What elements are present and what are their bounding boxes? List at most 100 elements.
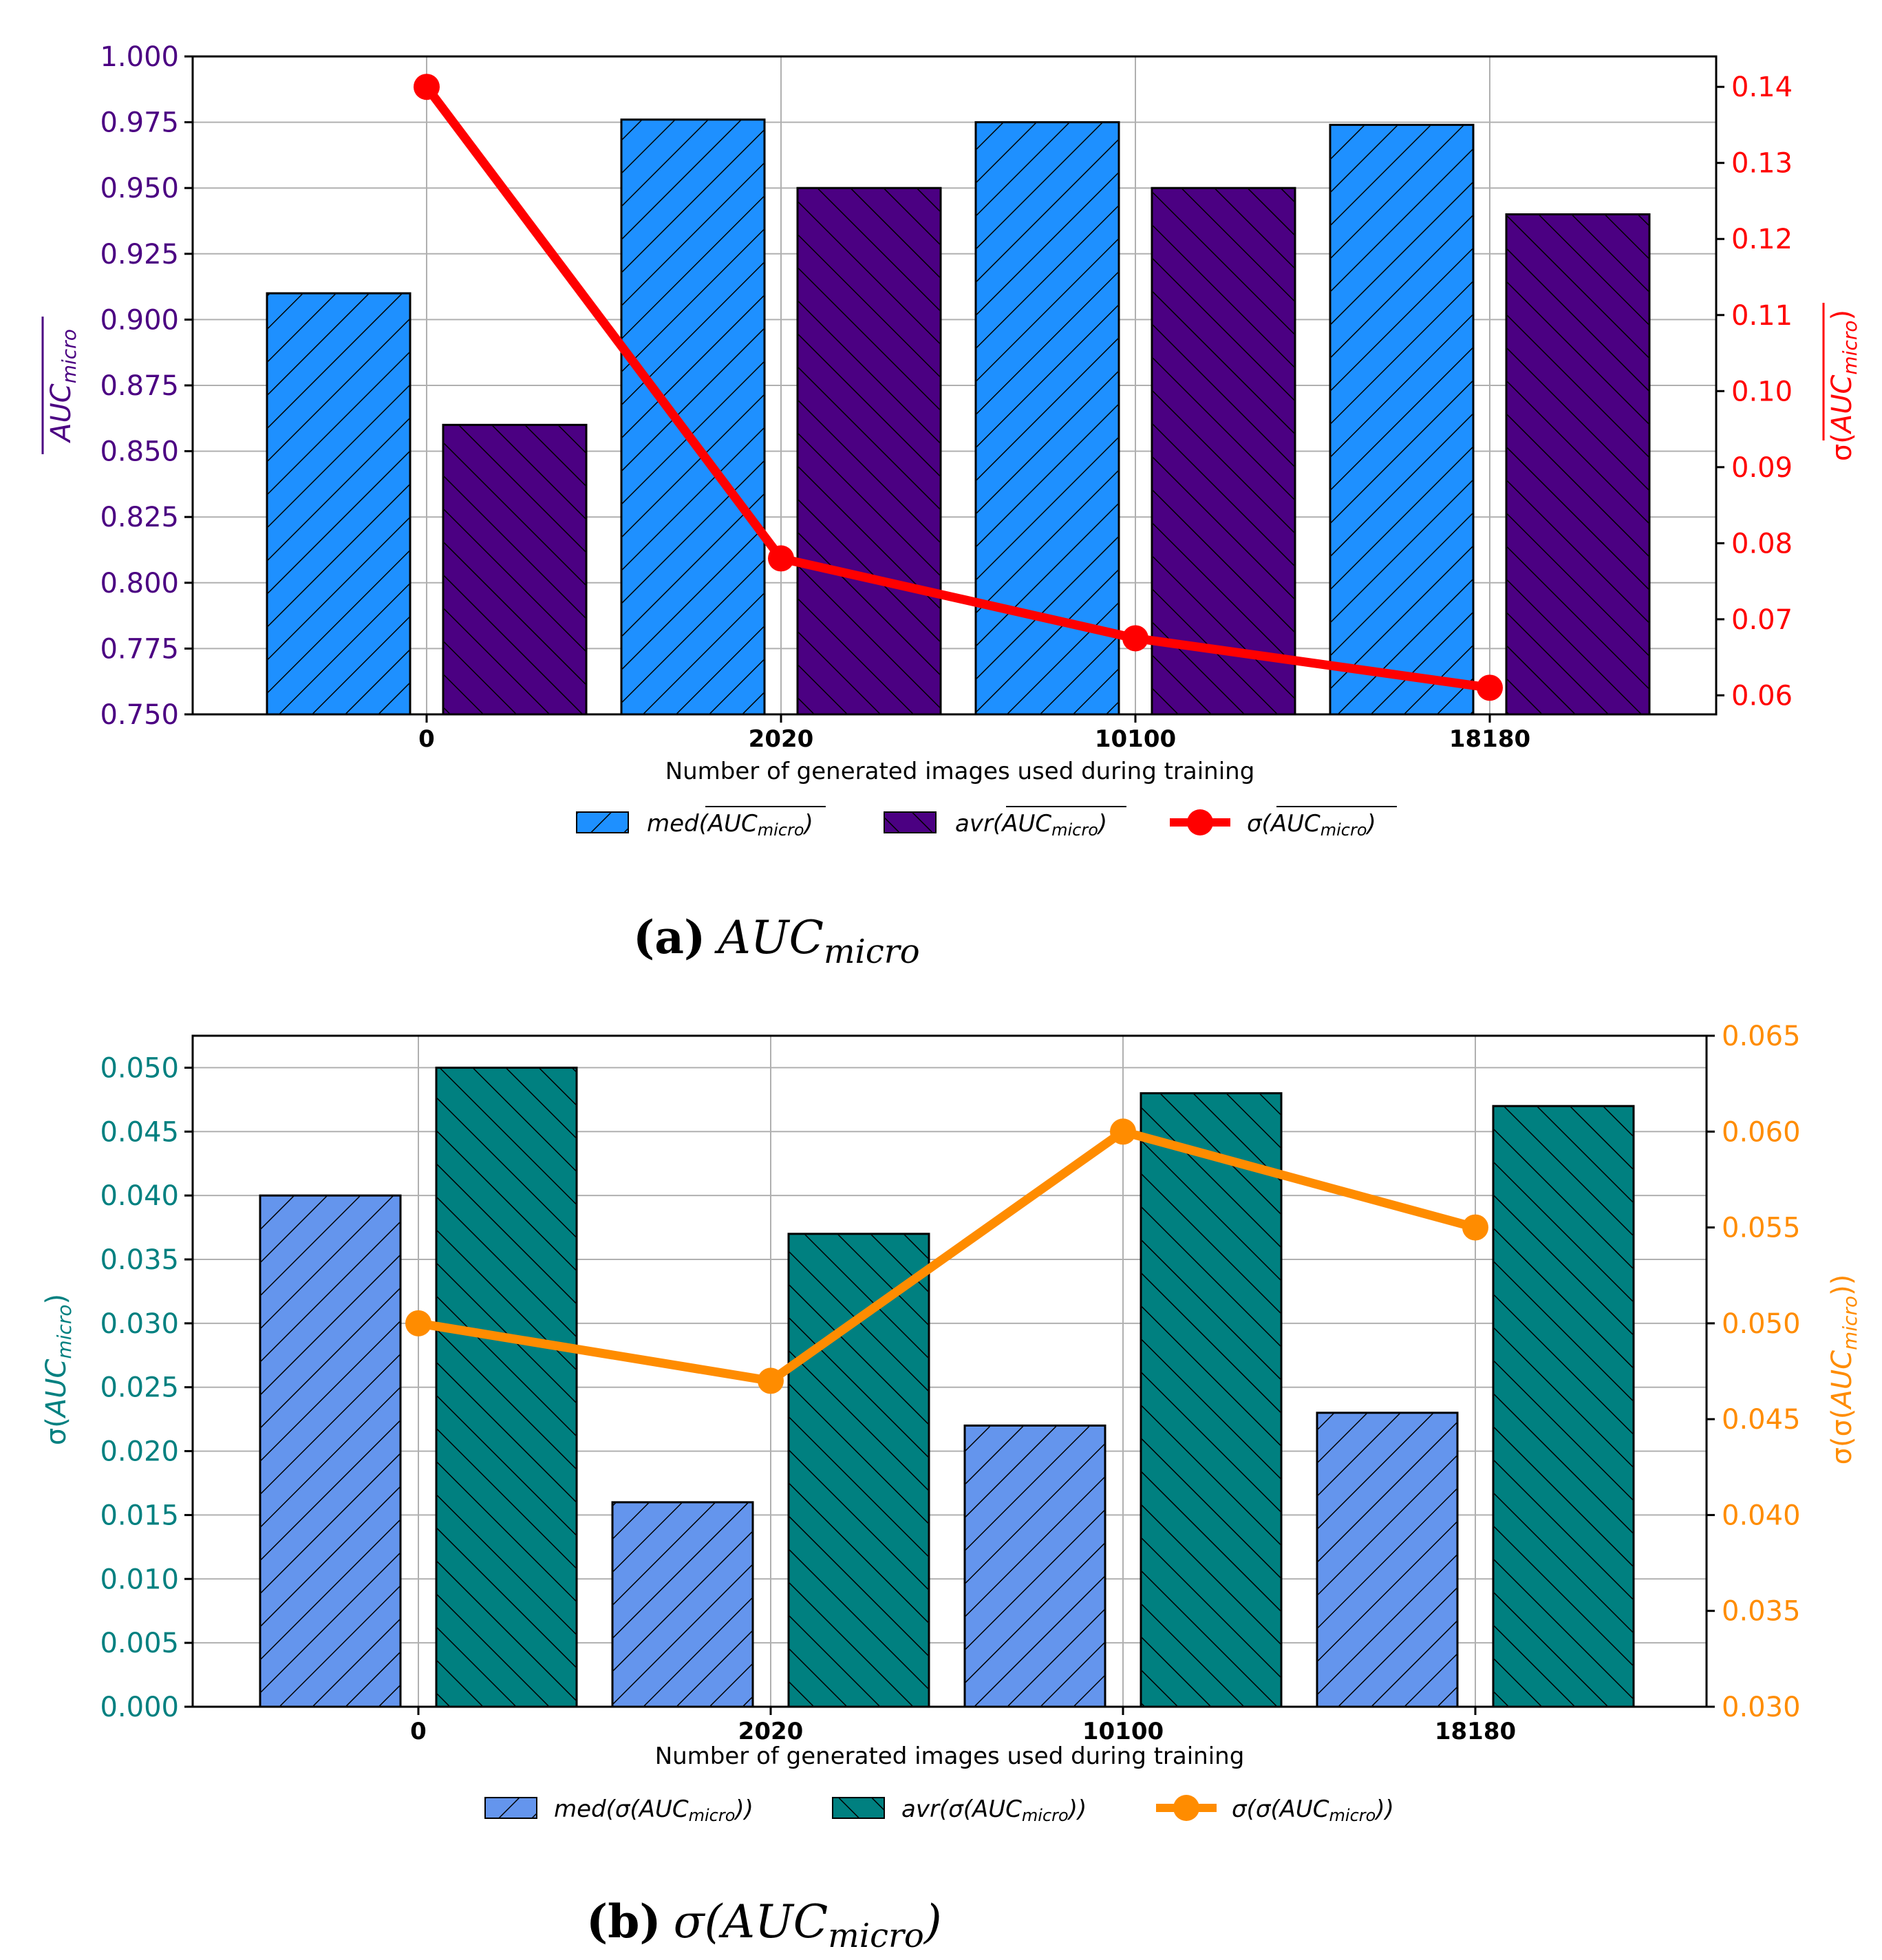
chart-a: 0.750 0.775 0.800 0.825 0.850 0.875 0.900 0.925… [41, 41, 1861, 971]
legend-a-swatch-avr-hatch [884, 812, 936, 833]
sigma-point-a [414, 74, 440, 100]
legend-b-med-main: AUC [638, 1796, 689, 1823]
left-tick-label-b: 0.005 [100, 1628, 179, 1659]
sigma-point-b [1110, 1118, 1136, 1145]
left-tick-label-b: 0.025 [100, 1372, 179, 1404]
right-tick-label-b: 0.055 [1722, 1213, 1801, 1244]
chart-b-bars [259, 1066, 1635, 1708]
right-tick-label-a: 0.10 [1731, 376, 1793, 407]
sigma-line-a [423, 84, 1490, 692]
legend-b-avr-suffix: )) [1067, 1796, 1087, 1823]
bar-hatch-b-avr [1140, 1092, 1283, 1708]
bar-hatch-a-avr [796, 187, 942, 716]
legend-b-swatch-avr-hatch [833, 1798, 884, 1818]
x-tick-label-b: 0 [410, 1718, 427, 1745]
svg-text:σ(AUCmicro): σ(AUCmicro) [1826, 310, 1861, 461]
right-tick-label-a: 0.07 [1731, 604, 1793, 636]
svg-text:med(σ(AUCmicro)): med(σ(AUCmicro)) [554, 1796, 753, 1825]
chart-a-right-ylabel-suffix: ) [1826, 310, 1858, 321]
chart-a-right-ylabel-prefix: σ( [1826, 433, 1858, 461]
left-tick-label-b: 0.020 [100, 1436, 179, 1468]
bar-hatch-a-med [620, 118, 766, 716]
right-tick-label-b: 0.060 [1722, 1116, 1801, 1148]
chart-b-left-ylabel: σ(AUCmicro) [41, 1294, 76, 1445]
svg-text:AUCmicro: AUCmicro [45, 329, 81, 444]
legend-a-sigma-main: AUC [1270, 810, 1320, 838]
chart-a-left-ticks: 0.750 0.775 0.800 0.825 0.850 0.875 0.900 0.925… [100, 41, 193, 731]
left-tick-label-a: 0.900 [100, 304, 179, 336]
left-tick-label-b: 0.000 [100, 1692, 179, 1723]
chart-b-left-ylabel-main: AUC [41, 1359, 72, 1420]
legend-b-swatch-med-hatch [485, 1798, 537, 1818]
left-tick-label-a: 0.750 [100, 699, 179, 731]
right-tick-label-b: 0.065 [1722, 1021, 1801, 1052]
legend-a-med-prefix: med( [647, 810, 709, 838]
chart-a-right-ticks: 0.06 0.07 0.08 0.09 0.10 0.11 0.12 0.13 0.14 [1716, 72, 1793, 712]
legend-a-med-sub: micro [758, 820, 804, 840]
bar-hatch-b-med [259, 1194, 402, 1708]
legend-b-avr-prefix: avr(σ( [901, 1796, 974, 1823]
chart-b-grid [193, 1036, 1707, 1707]
svg-text:σ(AUCmicro): σ(AUCmicro) [1247, 810, 1376, 840]
x-tick-label-a: 18180 [1449, 725, 1530, 753]
legend-a-med-suffix: ) [802, 810, 813, 838]
right-tick-label-a: 0.12 [1731, 224, 1793, 255]
bar-hatch-b-avr [435, 1066, 578, 1708]
left-tick-label-b: 0.045 [100, 1116, 179, 1148]
right-tick-label-a: 0.08 [1731, 528, 1793, 560]
chart-b-right-ylabel-sub: micro [1839, 1296, 1861, 1350]
chart-b-right-ylabel-main: AUC [1826, 1350, 1858, 1411]
svg-text:σ(AUCmicro): σ(AUCmicro) [41, 1294, 76, 1445]
legend-b-med-sub: micro [689, 1806, 736, 1825]
legend-a-avr-prefix: avr( [955, 810, 1003, 838]
sigma-point-a [1122, 625, 1148, 652]
svg-text:avr(σ(AUCmicro)): avr(σ(AUCmicro)) [901, 1796, 1087, 1825]
left-tick-label-a: 0.950 [100, 173, 179, 204]
legend-b-sigma-suffix: )) [1373, 1796, 1394, 1823]
sigma-point-b [405, 1310, 431, 1336]
left-tick-label-b: 0.015 [100, 1500, 179, 1531]
legend-a-sigma-suffix: ) [1365, 810, 1376, 838]
chart-a-bars [266, 118, 1651, 716]
legend-b-swatch-sigma-marker [1173, 1795, 1199, 1821]
bar-hatch-a-avr [1505, 213, 1651, 716]
bar-hatch-b-med [963, 1424, 1106, 1708]
chart-b-xlabel: Number of generated images used during t… [655, 1743, 1245, 1770]
x-tick-label-b: 10100 [1082, 1718, 1164, 1745]
left-tick-label-a: 0.825 [100, 502, 179, 533]
svg-text:avr(AUCmicro): avr(AUCmicro) [955, 810, 1107, 840]
right-tick-label-b: 0.035 [1722, 1596, 1801, 1628]
x-tick-label-a: 2020 [749, 725, 814, 753]
chart-a-right-ylabel: σ(AUCmicro) [1822, 303, 1861, 461]
x-tick-label-b: 18180 [1435, 1718, 1516, 1745]
chart-b-right-ylabel-suffix: )) [1826, 1275, 1858, 1296]
right-tick-label-b: 0.040 [1722, 1500, 1801, 1531]
caption-b-label: AUC [718, 1895, 828, 1948]
bar-hatch-a-med [266, 292, 411, 716]
chart-b-left-ticks: 0.000 0.005 0.010 0.015 0.020 0.025 0.030 0.035… [100, 1052, 193, 1723]
bar-hatch-b-med [1316, 1412, 1459, 1708]
left-tick-label-a: 0.800 [100, 568, 179, 599]
legend-b-med-prefix: med(σ( [554, 1796, 640, 1823]
chart-b-right-ylabel: σ(σ(AUCmicro)) [1826, 1275, 1861, 1465]
chart-a-right-ylabel-sub: micro [1839, 320, 1861, 374]
chart-a-left-ylabel: AUCmicro [41, 317, 81, 454]
legend-b-med-suffix: )) [733, 1796, 753, 1823]
sigma-point-b [758, 1367, 784, 1394]
bar-hatch-b-avr [1492, 1105, 1635, 1708]
legend-a-sigma-sub: micro [1320, 820, 1367, 840]
caption-b-suffix: ) [923, 1895, 942, 1948]
legend-a-avr-sub: micro [1051, 820, 1098, 840]
chart-a-x-ticks: 0 2020 10100 18180 [418, 714, 1530, 753]
sigma-point-a [1477, 674, 1503, 701]
right-tick-label-b: 0.045 [1722, 1404, 1801, 1436]
legend-a-swatch-med-hatch [577, 812, 628, 833]
bar-hatch-b-avr [787, 1233, 930, 1708]
legend-a-avr-suffix: ) [1096, 810, 1107, 838]
svg-text:med(AUCmicro): med(AUCmicro) [647, 810, 813, 840]
caption-b-sub: micro [828, 1917, 924, 1955]
chart-b-right-ticks: 0.030 0.035 0.040 0.045 0.050 0.055 0.060 0.065 [1707, 1021, 1801, 1723]
chart-b-frame [191, 1034, 1708, 1708]
left-tick-label-a: 1.000 [100, 41, 179, 73]
legend-b-avr-sub: micro [1022, 1806, 1069, 1825]
